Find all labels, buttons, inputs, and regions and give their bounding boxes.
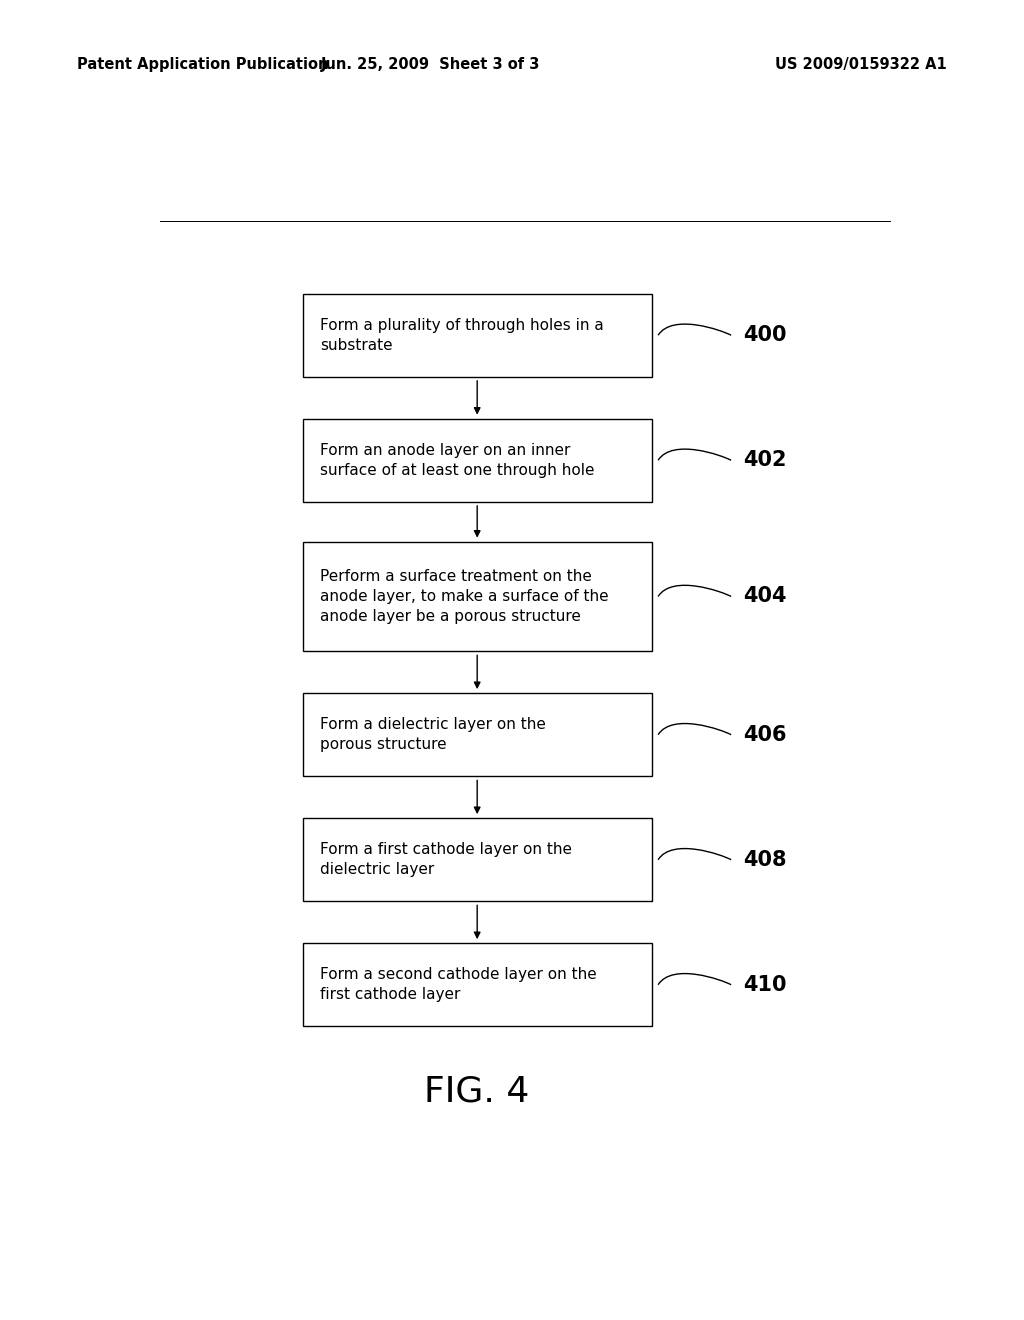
FancyBboxPatch shape	[303, 293, 652, 378]
Text: 404: 404	[743, 586, 786, 606]
Text: 408: 408	[743, 850, 786, 870]
Text: 406: 406	[743, 725, 786, 744]
Text: 400: 400	[743, 325, 786, 346]
FancyBboxPatch shape	[303, 693, 652, 776]
FancyBboxPatch shape	[303, 818, 652, 902]
Text: FIG. 4: FIG. 4	[425, 1074, 529, 1109]
Text: Form a second cathode layer on the
first cathode layer: Form a second cathode layer on the first…	[321, 968, 597, 1002]
Text: Jun. 25, 2009  Sheet 3 of 3: Jun. 25, 2009 Sheet 3 of 3	[321, 57, 540, 73]
Text: Form a dielectric layer on the
porous structure: Form a dielectric layer on the porous st…	[321, 717, 546, 752]
Text: Form a plurality of through holes in a
substrate: Form a plurality of through holes in a s…	[321, 318, 604, 352]
Text: US 2009/0159322 A1: US 2009/0159322 A1	[775, 57, 947, 73]
Text: 410: 410	[743, 974, 786, 995]
FancyBboxPatch shape	[303, 418, 652, 502]
Text: Perform a surface treatment on the
anode layer, to make a surface of the
anode l: Perform a surface treatment on the anode…	[321, 569, 608, 624]
Text: Patent Application Publication: Patent Application Publication	[77, 57, 329, 73]
Text: Form a first cathode layer on the
dielectric layer: Form a first cathode layer on the dielec…	[321, 842, 572, 878]
FancyBboxPatch shape	[303, 942, 652, 1027]
Text: Form an anode layer on an inner
surface of at least one through hole: Form an anode layer on an inner surface …	[321, 442, 595, 478]
FancyBboxPatch shape	[303, 541, 652, 651]
Text: 402: 402	[743, 450, 786, 470]
